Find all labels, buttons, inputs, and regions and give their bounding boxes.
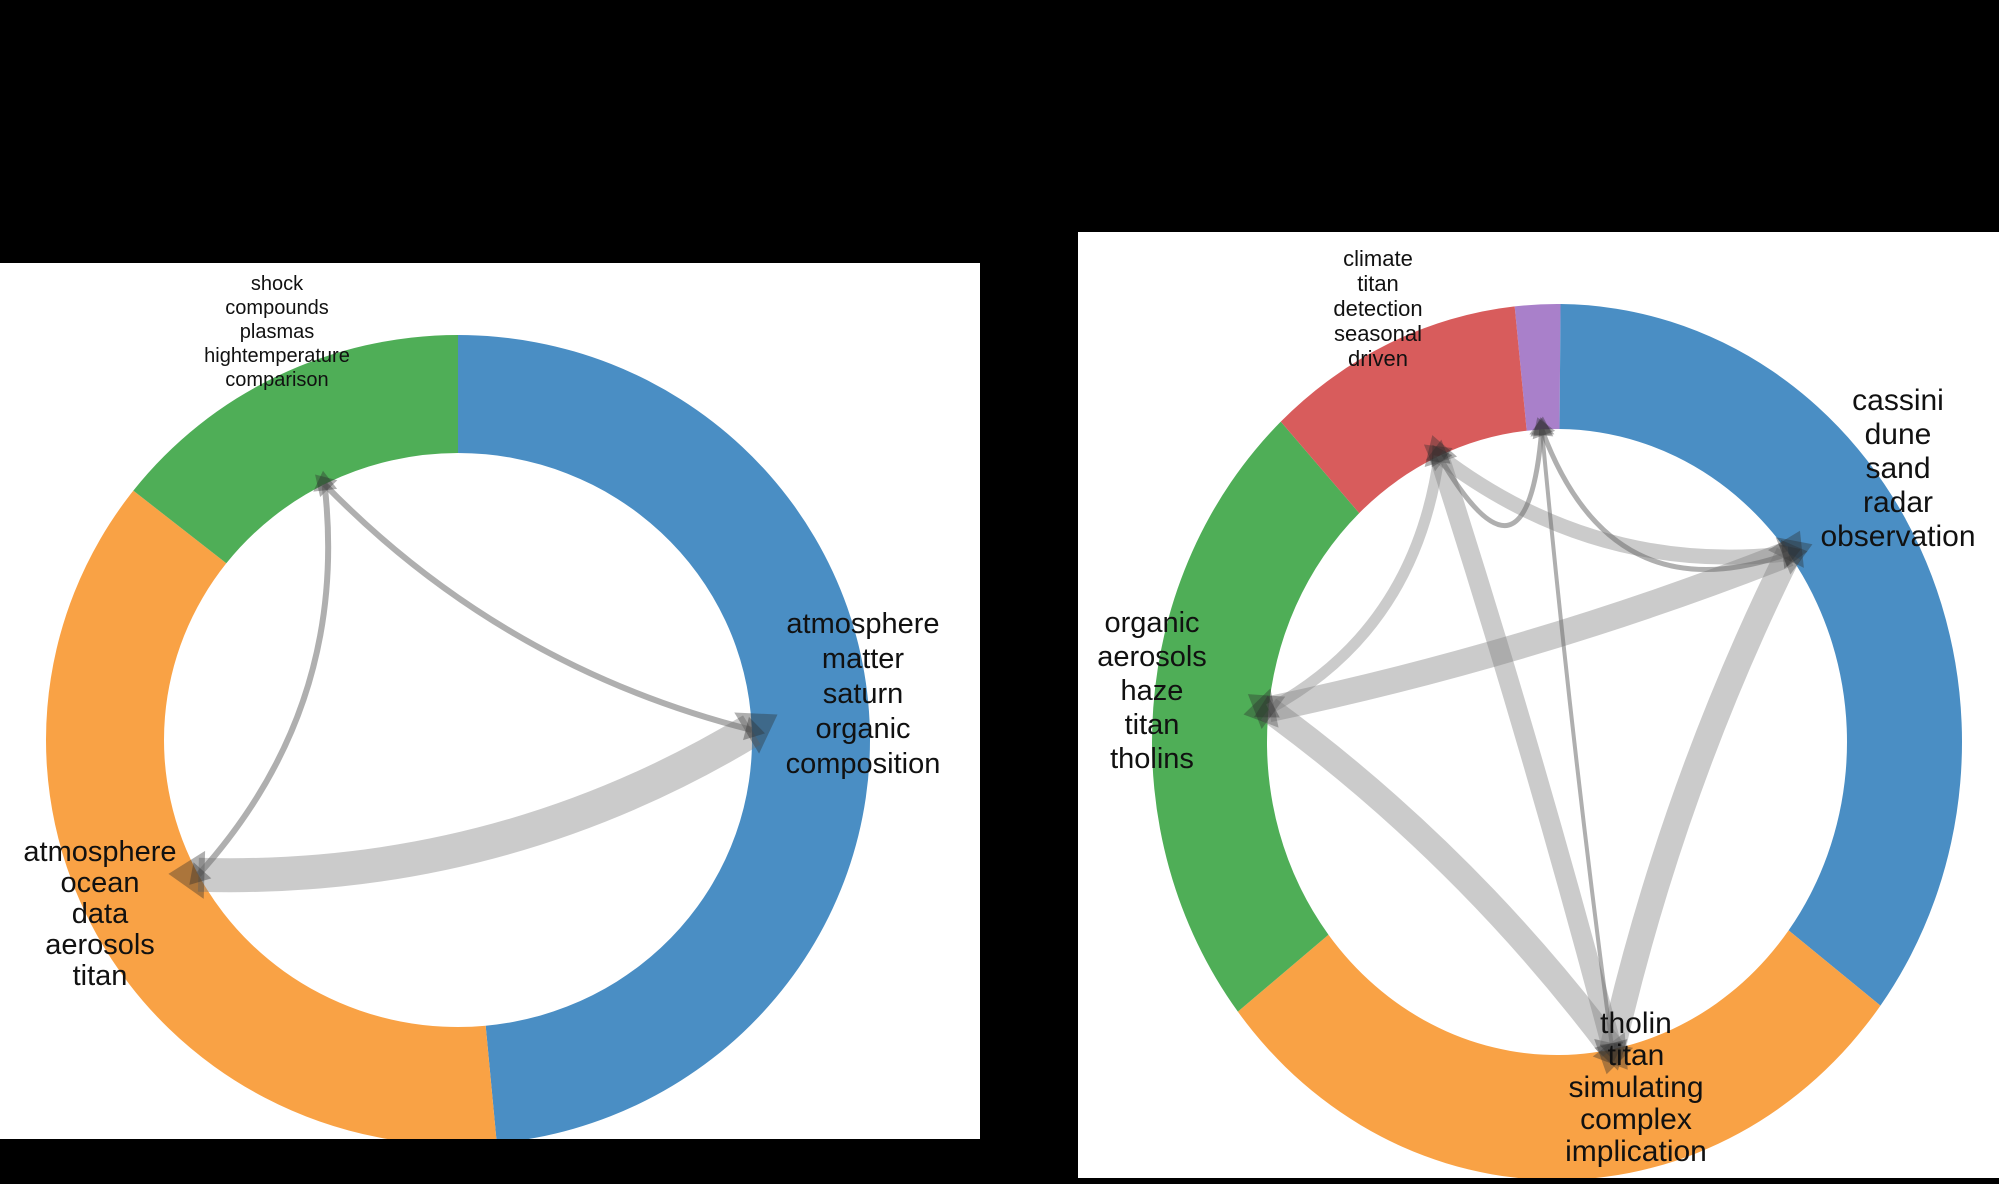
chord-diagram-left: shock compounds plasmas hightemperature comp… [23, 273, 941, 1139]
chord-purple-red [1436, 429, 1545, 529]
chord-arrowhead-icon [1425, 439, 1451, 464]
chord-orange-blue [197, 715, 761, 893]
chord-red-blue [1434, 450, 1790, 565]
segment-label-right-blue: cassini dune sand radar observation [1820, 384, 1975, 553]
segment-right-red [1280, 306, 1527, 514]
segment-label-left-green: shock compounds plasmas hightemperature comp… [204, 273, 350, 391]
chord-purple-blue [1539, 428, 1790, 573]
chord-arrowhead-icon [1529, 416, 1554, 437]
chord-green-orange [1260, 698, 1623, 1058]
chord-arrowhead-icon [1424, 435, 1458, 467]
chord-green-blue [1265, 541, 1794, 723]
segment-right-blue [1559, 304, 1962, 1006]
chord-arrowhead-icon [1532, 417, 1556, 440]
chord-green-blue [322, 482, 753, 733]
chord-arrowhead-icon [1253, 695, 1280, 718]
chord-arrowhead-icon [1594, 1039, 1628, 1071]
segment-label-left-blue: atmosphere matter saturn organic composition [786, 608, 941, 780]
chord-arrowhead-icon [1247, 694, 1286, 729]
chord-blue-orange [1599, 547, 1801, 1053]
chord-arrowhead-icon [1768, 530, 1804, 568]
chord-red-green [1265, 455, 1445, 715]
left-chart-panel: shock compounds plasmas hightemperature comp… [0, 263, 980, 1139]
chord-arrowhead-icon [168, 850, 206, 899]
chord-arrowhead-icon [1778, 544, 1801, 567]
segment-left-green [133, 335, 458, 564]
chord-arrowhead-icon [743, 716, 766, 741]
segment-right-orange [1237, 930, 1881, 1178]
chord-arrowhead-icon [1594, 1038, 1634, 1075]
segment-label-right-red: climate titan detection seasonal driven [1333, 246, 1422, 371]
chord-arrowhead-icon [1592, 1032, 1628, 1070]
segment-right-green [1152, 421, 1360, 1012]
chord-arrowhead-icon [1775, 537, 1813, 575]
chord-purple-orange [1539, 429, 1615, 1050]
segment-right-purple [1514, 304, 1561, 431]
segment-left-blue [458, 335, 870, 1139]
segment-left-orange [46, 490, 497, 1139]
chord-arrowhead-icon [1243, 688, 1279, 728]
chord-arrowhead-icon [1599, 1041, 1624, 1062]
chord-arrowhead-icon [1530, 417, 1555, 437]
chord-arrowhead-icon [734, 712, 778, 754]
chord-green-orange [196, 483, 332, 877]
chord-arrowhead-icon [1431, 444, 1453, 468]
chord-diagram-right: climate titan detection seasonal driven cassi… [1097, 246, 1976, 1178]
segment-label-right-green: organic aerosols haze titan tholins [1097, 607, 1207, 775]
chord-arrowhead-icon [189, 862, 212, 885]
chord-red-orange [1429, 453, 1623, 1052]
chord-arrowhead-icon [313, 470, 338, 492]
chord-arrowhead-icon [1780, 539, 1808, 569]
segment-label-left-orange: atmosphere ocean data aerosols titan [23, 836, 176, 992]
segment-label-right-orange: tholin titan simulating complex implication [1565, 1007, 1707, 1168]
right-chart-panel: climate titan detection seasonal driven cassi… [1078, 232, 1999, 1178]
